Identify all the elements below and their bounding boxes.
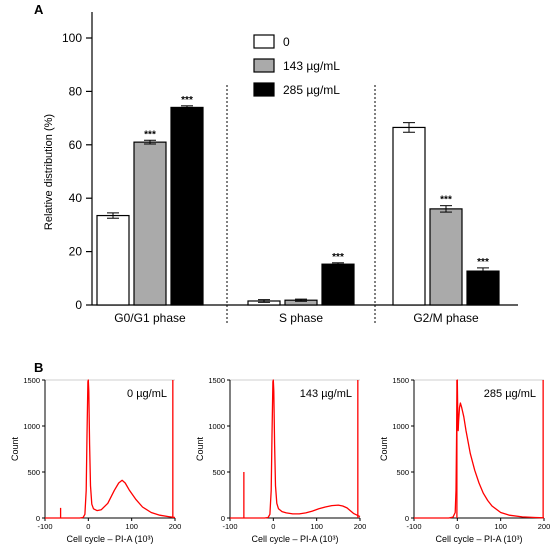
y-tick-label: 1500 xyxy=(23,376,40,385)
y-axis-label: Count xyxy=(10,437,20,462)
histogram-line xyxy=(414,379,545,519)
bar xyxy=(133,141,167,306)
legend-label: 143 µg/mL xyxy=(283,59,340,73)
y-tick-label: 500 xyxy=(212,468,225,477)
legend-swatch xyxy=(253,82,275,97)
y-tick-label: 500 xyxy=(396,468,409,477)
y-tick-label: 1000 xyxy=(208,422,225,431)
bar xyxy=(392,126,426,306)
x-tick-label: 200 xyxy=(354,522,367,531)
legend-label: 0 xyxy=(283,35,290,49)
y-tick-label: 0 xyxy=(405,514,409,523)
y-tick-label: 0 xyxy=(36,514,40,523)
y-tick-label: 100 xyxy=(62,31,82,45)
bar-chart: Relative distribution (%) 0 20 40 60 80 100 *… xyxy=(43,12,518,325)
panel-label: 285 µg/mL xyxy=(484,388,536,400)
category-label: G0/G1 phase xyxy=(114,311,186,325)
y-tick-label: 0 xyxy=(221,514,225,523)
x-tick-label: 100 xyxy=(310,522,323,531)
x-tick-label: 200 xyxy=(169,522,182,531)
y-tick-label: 20 xyxy=(69,245,83,259)
bar xyxy=(466,270,500,306)
x-axis-label: Cell cycle – PI-A (10³) xyxy=(66,534,153,544)
histogram-line xyxy=(230,379,361,519)
significance-label: *** xyxy=(144,129,156,140)
x-tick-label: -100 xyxy=(222,522,237,531)
y-axis-label: Relative distribution (%) xyxy=(43,114,55,230)
x-axis-label: Cell cycle – PI-A (10³) xyxy=(435,534,522,544)
bar xyxy=(170,106,204,306)
x-tick-label: 0 xyxy=(86,522,90,531)
histogram-line xyxy=(45,379,176,519)
bar xyxy=(321,263,355,306)
panel-label: 0 µg/mL xyxy=(127,388,167,400)
x-tick-label: -100 xyxy=(37,522,52,531)
legend-swatch xyxy=(253,58,275,73)
x-tick-label: 100 xyxy=(125,522,138,531)
y-axis-label: Count xyxy=(195,437,205,462)
y-tick-label: 500 xyxy=(27,468,40,477)
significance-label: *** xyxy=(181,95,193,106)
y-tick-label: 1000 xyxy=(392,422,409,431)
panel-label-b: B xyxy=(34,360,43,375)
category-label: G2/M phase xyxy=(413,311,479,325)
significance-label: *** xyxy=(477,257,489,268)
significance-label: *** xyxy=(440,195,452,206)
panel-label: 143 µg/mL xyxy=(300,388,352,400)
legend-swatch xyxy=(253,34,275,49)
panel-label-a: A xyxy=(34,2,44,17)
y-tick-label: 60 xyxy=(69,138,83,152)
bar xyxy=(96,214,130,306)
y-tick-label: 1500 xyxy=(208,376,225,385)
bar xyxy=(429,208,463,306)
x-tick-label: 100 xyxy=(494,522,507,531)
x-tick-label: 200 xyxy=(538,522,550,531)
x-tick-label: 0 xyxy=(455,522,459,531)
y-axis-label: Count xyxy=(379,437,389,462)
y-tick-label: 1000 xyxy=(23,422,40,431)
y-tick-label: 1500 xyxy=(392,376,409,385)
x-tick-label: -100 xyxy=(406,522,421,531)
legend-label: 285 µg/mL xyxy=(283,83,340,97)
y-tick-label: 0 xyxy=(75,298,82,312)
category-label: S phase xyxy=(279,311,323,325)
significance-label: *** xyxy=(332,252,344,263)
legend: 0 143 µg/mL 285 µg/mL xyxy=(253,34,340,97)
y-tick-label: 40 xyxy=(69,191,83,205)
y-tick-label: 80 xyxy=(69,84,83,98)
x-tick-label: 0 xyxy=(271,522,275,531)
x-axis-label: Cell cycle – PI-A (10³) xyxy=(251,534,338,544)
